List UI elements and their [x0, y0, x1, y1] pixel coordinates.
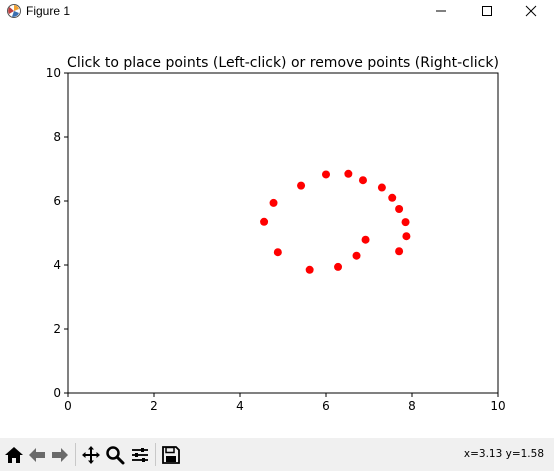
window-title: Figure 1 — [26, 4, 71, 18]
forward-arrow-icon — [52, 448, 68, 462]
home-icon — [5, 447, 23, 463]
window-titlebar: Figure 1 — [0, 0, 554, 22]
y-axis-ticks: 0 2 4 6 8 10 — [46, 66, 68, 400]
chart-title: Click to place points (Left-click) or re… — [67, 55, 499, 71]
scatter-plot[interactable]: Click to place points (Left-click) or re… — [0, 22, 554, 438]
scatter-point — [358, 176, 367, 185]
configure-subplots-icon — [132, 448, 148, 462]
scatter-point — [269, 198, 278, 207]
pan-icon — [82, 446, 100, 464]
scatter-point — [273, 248, 282, 257]
forward-button[interactable] — [49, 444, 71, 466]
y-tick-label: 4 — [53, 258, 61, 272]
scatter-point — [352, 251, 361, 260]
pan-button[interactable] — [80, 444, 102, 466]
back-arrow-icon — [29, 448, 45, 462]
scatter-point — [322, 170, 330, 179]
maximize-icon — [482, 6, 492, 16]
x-tick-label: 6 — [322, 399, 330, 413]
x-tick-label: 8 — [408, 399, 416, 413]
x-axis-ticks: 0 2 4 6 8 10 — [64, 393, 506, 413]
save-icon — [162, 446, 180, 464]
zoom-button[interactable] — [104, 444, 126, 466]
plot-axes-frame — [67, 72, 499, 394]
scatter-point — [305, 265, 314, 274]
x-tick-label: 0 — [64, 399, 72, 413]
close-button[interactable] — [508, 0, 554, 22]
minimize-icon — [436, 10, 446, 12]
x-tick-label: 10 — [490, 399, 505, 413]
figure-canvas[interactable]: Click to place points (Left-click) or re… — [0, 22, 554, 438]
scatter-point — [401, 218, 410, 227]
zoom-icon — [106, 446, 125, 465]
home-button[interactable] — [3, 444, 25, 466]
minimize-button[interactable] — [418, 0, 464, 22]
matplotlib-app-icon — [7, 4, 21, 18]
save-button[interactable] — [160, 444, 182, 466]
scatter-point — [361, 235, 370, 244]
y-tick-label: 0 — [53, 386, 61, 400]
y-tick-label: 6 — [53, 194, 61, 208]
scatter-points — [260, 169, 411, 274]
y-tick-label: 8 — [53, 130, 61, 144]
scatter-point — [297, 181, 306, 190]
x-tick-label: 2 — [150, 399, 158, 413]
y-tick-label: 2 — [53, 322, 61, 336]
scatter-point — [334, 262, 343, 271]
toolbar-separator — [155, 443, 156, 466]
scatter-point — [344, 169, 353, 178]
x-tick-label: 4 — [236, 399, 244, 413]
cursor-coordinates: x=3.13 y=1.58 — [463, 448, 544, 460]
scatter-point — [260, 217, 269, 226]
y-tick-label: 10 — [46, 66, 61, 80]
scatter-point — [395, 247, 404, 256]
scatter-point — [395, 205, 404, 213]
scatter-point — [388, 193, 397, 202]
configure-subplots-button[interactable] — [129, 444, 151, 466]
back-button[interactable] — [26, 444, 48, 466]
scatter-point — [377, 183, 386, 192]
navigation-toolbar: x=3.13 y=1.58 — [0, 438, 554, 471]
toolbar-separator — [75, 443, 76, 466]
scatter-point — [402, 232, 411, 241]
close-icon — [525, 5, 537, 17]
maximize-button[interactable] — [464, 0, 510, 22]
